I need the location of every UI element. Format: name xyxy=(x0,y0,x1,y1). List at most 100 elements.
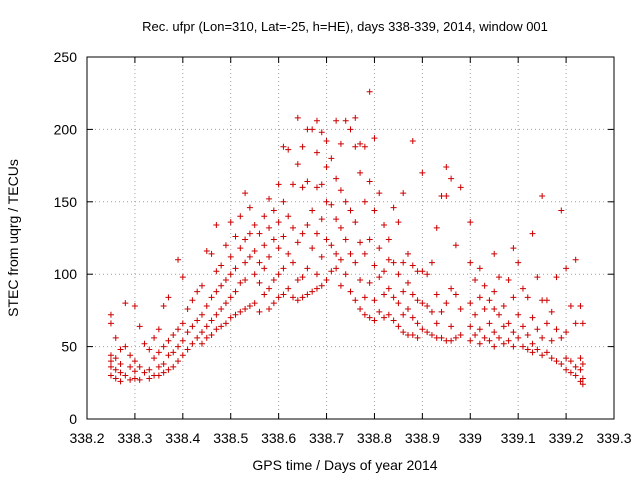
data-point xyxy=(496,334,503,341)
tick-labels: 338.2 338.3 338.4 338.5 338.6 338.7 338.8 338.9… xyxy=(54,49,632,446)
data-point xyxy=(189,297,196,304)
data-point xyxy=(486,320,493,327)
data-point xyxy=(309,245,316,252)
data-point xyxy=(419,169,426,176)
data-point xyxy=(285,285,292,292)
data-point xyxy=(361,294,368,301)
data-point xyxy=(280,291,287,298)
data-point xyxy=(304,291,311,298)
data-point xyxy=(136,376,143,383)
data-point xyxy=(467,219,474,226)
data-point xyxy=(342,271,349,278)
data-point xyxy=(563,355,570,362)
y-axis-label: STEC from uqrg / TECUs xyxy=(5,159,21,317)
data-point xyxy=(529,230,536,237)
data-point xyxy=(299,184,306,191)
data-points xyxy=(107,88,586,388)
data-point xyxy=(390,294,397,301)
data-point xyxy=(553,326,560,333)
data-point xyxy=(160,303,167,310)
data-point xyxy=(390,259,397,266)
data-point xyxy=(371,135,378,142)
data-point xyxy=(539,352,546,359)
data-point xyxy=(500,323,507,330)
data-point xyxy=(155,372,162,379)
data-point xyxy=(304,265,311,272)
data-point xyxy=(270,300,277,307)
data-point xyxy=(572,256,579,263)
data-point xyxy=(357,169,364,176)
data-point xyxy=(170,349,177,356)
data-point xyxy=(491,329,498,336)
x-tick-label: 338.4 xyxy=(165,430,200,446)
data-point xyxy=(400,259,407,266)
data-point xyxy=(438,334,445,341)
data-point xyxy=(218,262,225,269)
x-tick-label: 339.1 xyxy=(501,430,536,446)
data-point xyxy=(165,294,172,301)
data-point xyxy=(280,233,287,240)
data-point xyxy=(246,230,253,237)
data-point xyxy=(261,291,268,298)
data-point xyxy=(352,259,359,266)
data-point xyxy=(476,326,483,333)
data-point xyxy=(323,236,330,243)
data-point xyxy=(203,248,210,255)
data-point xyxy=(261,242,268,249)
data-point xyxy=(227,219,234,226)
data-point xyxy=(496,274,503,281)
data-point xyxy=(524,294,531,301)
data-point xyxy=(237,213,244,220)
x-tick-label: 338.6 xyxy=(261,430,296,446)
data-point xyxy=(266,285,273,292)
data-point xyxy=(404,305,411,312)
data-point xyxy=(127,376,134,383)
data-point xyxy=(107,352,114,359)
data-point xyxy=(318,129,325,136)
data-point xyxy=(433,320,440,327)
data-point xyxy=(107,363,114,370)
data-point xyxy=(481,334,488,341)
data-point xyxy=(131,303,138,310)
data-point xyxy=(194,317,201,324)
data-point xyxy=(290,259,297,266)
data-point xyxy=(424,303,431,310)
data-point xyxy=(151,334,158,341)
data-point xyxy=(179,337,186,344)
data-point xyxy=(472,332,479,339)
data-point xyxy=(381,314,388,321)
data-point xyxy=(486,297,493,304)
data-point xyxy=(376,308,383,315)
data-point xyxy=(141,369,148,376)
data-point xyxy=(299,274,306,281)
data-point xyxy=(213,326,220,333)
data-point xyxy=(404,279,411,286)
data-point xyxy=(285,213,292,220)
data-point xyxy=(208,332,215,339)
data-point xyxy=(160,360,167,367)
data-point xyxy=(347,250,354,257)
data-point xyxy=(558,207,565,214)
data-point xyxy=(352,219,359,226)
data-point xyxy=(328,155,335,162)
data-point xyxy=(357,140,364,147)
data-point xyxy=(246,253,253,260)
data-point xyxy=(337,140,344,147)
data-point xyxy=(213,221,220,228)
data-point xyxy=(433,291,440,298)
data-point xyxy=(371,317,378,324)
data-point xyxy=(270,276,277,283)
data-point xyxy=(371,262,378,269)
data-point xyxy=(285,146,292,153)
data-point xyxy=(548,308,555,315)
y-tick-label: 150 xyxy=(54,194,78,210)
x-tick-label: 338.8 xyxy=(357,430,392,446)
data-point xyxy=(476,340,483,347)
data-point xyxy=(400,311,407,318)
data-point xyxy=(333,265,340,272)
data-point xyxy=(208,317,215,324)
data-point xyxy=(510,343,517,350)
data-point xyxy=(266,224,273,231)
data-point xyxy=(261,213,268,220)
data-point xyxy=(515,334,522,341)
